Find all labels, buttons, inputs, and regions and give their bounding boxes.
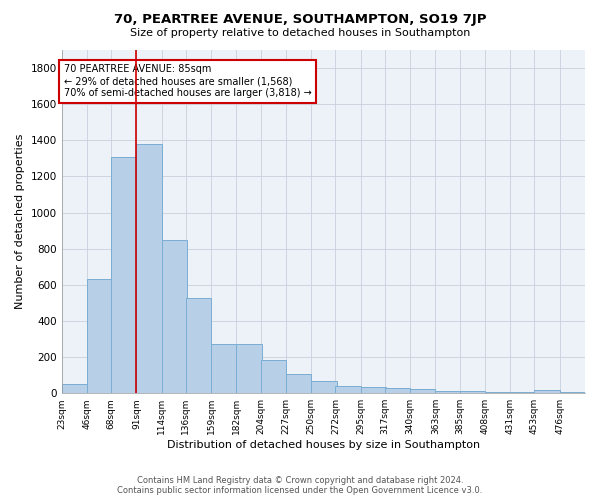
Bar bbox=[335, 386, 361, 393]
Y-axis label: Number of detached properties: Number of detached properties bbox=[15, 134, 25, 310]
Bar bbox=[385, 388, 410, 393]
Bar bbox=[535, 390, 560, 393]
Bar bbox=[311, 382, 337, 393]
Bar bbox=[111, 158, 136, 393]
Bar bbox=[211, 344, 236, 393]
Text: Contains HM Land Registry data © Crown copyright and database right 2024.
Contai: Contains HM Land Registry data © Crown c… bbox=[118, 476, 482, 495]
Bar bbox=[186, 298, 211, 393]
Bar bbox=[260, 360, 286, 393]
Bar bbox=[460, 392, 485, 393]
Bar bbox=[560, 392, 585, 393]
Bar bbox=[361, 387, 386, 393]
Bar bbox=[510, 392, 536, 393]
Bar bbox=[62, 384, 87, 393]
Bar bbox=[87, 278, 112, 393]
X-axis label: Distribution of detached houses by size in Southampton: Distribution of detached houses by size … bbox=[167, 440, 480, 450]
Bar bbox=[286, 374, 311, 393]
Bar bbox=[136, 144, 162, 393]
Bar bbox=[410, 389, 436, 393]
Text: 70 PEARTREE AVENUE: 85sqm
← 29% of detached houses are smaller (1,568)
70% of se: 70 PEARTREE AVENUE: 85sqm ← 29% of detac… bbox=[64, 64, 311, 98]
Bar bbox=[236, 344, 262, 393]
Text: Size of property relative to detached houses in Southampton: Size of property relative to detached ho… bbox=[130, 28, 470, 38]
Bar bbox=[485, 392, 510, 393]
Bar bbox=[162, 240, 187, 393]
Text: 70, PEARTREE AVENUE, SOUTHAMPTON, SO19 7JP: 70, PEARTREE AVENUE, SOUTHAMPTON, SO19 7… bbox=[114, 12, 486, 26]
Bar bbox=[436, 392, 461, 393]
